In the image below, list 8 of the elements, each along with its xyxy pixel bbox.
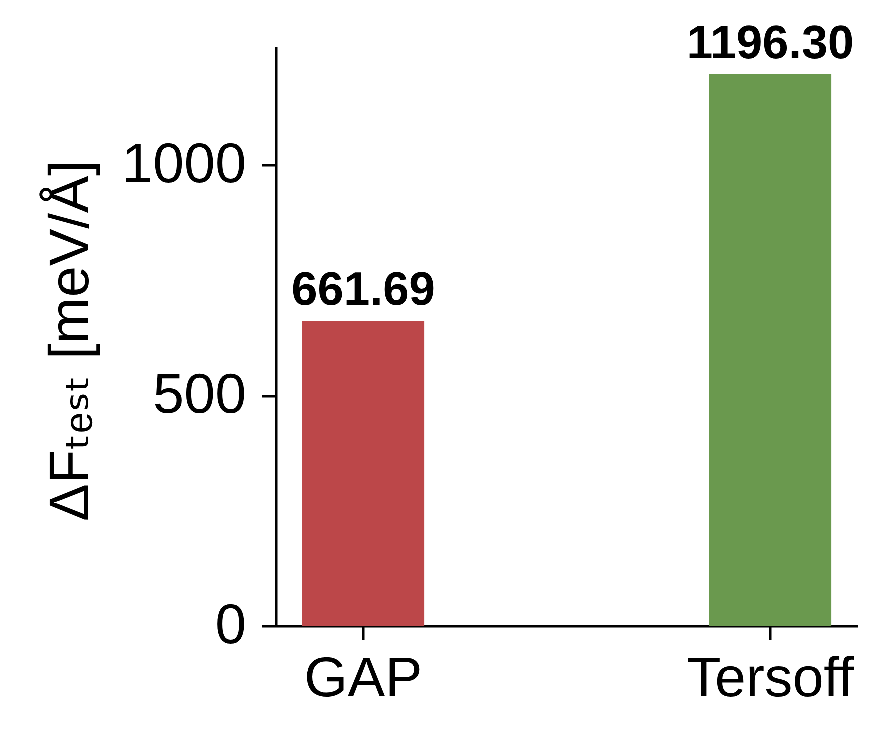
y-tick-label: 500: [153, 362, 246, 426]
y-tick-label: 1000: [122, 132, 246, 195]
x-tick-label: Tersoff: [686, 646, 854, 708]
y-axis-title: ΔFₜₑₛₜ [meV/Å]: [38, 160, 100, 522]
y-tick-label: 0: [215, 592, 246, 656]
x-tick-label: GAP: [304, 646, 423, 708]
data-label: 661.69: [292, 262, 436, 315]
data-label: 1196.30: [686, 16, 854, 69]
